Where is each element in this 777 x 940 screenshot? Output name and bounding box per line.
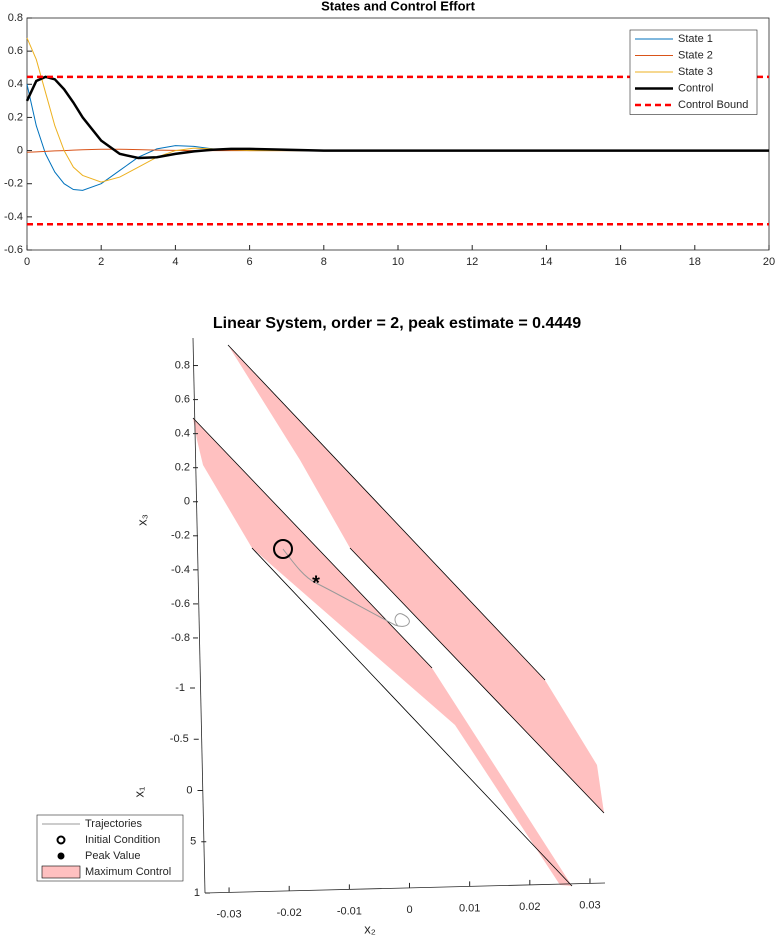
y-tick-label: 0.6: [175, 393, 190, 405]
chart-title: States and Control Effort: [321, 0, 476, 13]
x-tick-label: 20: [763, 256, 775, 268]
y-tick-label: -0.6: [4, 244, 23, 256]
top-chart: States and Control Effort 0 2 4 6 8 10 12 14 16 18…: [4, 0, 775, 268]
y-tick-label: 0: [184, 496, 190, 508]
x-tick-label: 0.01: [459, 902, 480, 914]
legend-label: Initial Condition: [85, 834, 160, 846]
x-tick-label: 0.03: [579, 899, 600, 911]
z-tick-label: -0.5: [170, 733, 189, 745]
region-edge: [349, 547, 605, 814]
trajectory: [282, 548, 410, 627]
legend-label: Maximum Control: [85, 866, 171, 878]
legend-label: Control Bound: [678, 99, 748, 111]
legend-label: State 2: [678, 49, 713, 61]
y-tick-label: 0.6: [8, 45, 23, 57]
legend-swatch: [41, 865, 81, 879]
legend-swatch: [56, 835, 66, 845]
y-tick-label: -0.6: [171, 598, 190, 610]
legend-label: Control: [678, 82, 713, 94]
x-tick-label: 16: [614, 256, 626, 268]
x-tick-label: 4: [172, 256, 178, 268]
region: [193, 418, 572, 886]
peak-marker: *: [312, 572, 320, 594]
x-tick-label: 18: [689, 256, 701, 268]
region: [228, 345, 604, 813]
x-tick-label: 14: [540, 256, 552, 268]
y-tick-label: 0.8: [8, 12, 23, 24]
y-tick-label: -0.2: [171, 530, 190, 542]
x-tick-label: -0.03: [217, 908, 242, 920]
x-tick-label: 2: [98, 256, 104, 268]
region-edge: [192, 417, 433, 669]
chart-title: Linear System, order = 2, peak estimate …: [213, 315, 581, 332]
y-tick-label: 0.8: [175, 359, 190, 371]
x-axis-label: x₂: [364, 921, 376, 936]
x-tick-label: 10: [392, 256, 404, 268]
x-tick-label: 0: [406, 904, 412, 916]
axis-line: [192, 337, 206, 894]
y-tick-label: 0.2: [8, 111, 23, 123]
z-tick-label: -1: [175, 682, 185, 694]
legend-label: Peak Value: [85, 850, 140, 862]
legend-label: State 1: [678, 33, 713, 45]
x-tick-label: 0: [24, 256, 30, 268]
region-edge: [227, 344, 546, 681]
y-tick-label: -0.4: [171, 564, 190, 576]
y-tick-label: 0.4: [175, 428, 190, 440]
legend-swatch: [57, 852, 65, 860]
initial-condition: [273, 539, 293, 559]
y-axis-label: x₃: [134, 514, 149, 526]
x-tick-label: 0.02: [519, 901, 540, 913]
x-tick-label: -0.01: [337, 905, 362, 917]
z-axis-label: x₁: [131, 786, 146, 798]
y-tick-label: -0.8: [171, 632, 190, 644]
z-tick-label: 5: [190, 836, 196, 848]
y-tick-label: 0: [17, 144, 23, 156]
x-tick-label: -0.02: [277, 907, 302, 919]
x-tick-label: 6: [247, 256, 253, 268]
bottom-chart: * Linear System, order = 2, peak estimat…: [36, 315, 606, 936]
axis-line: [204, 882, 606, 894]
region-edge: [251, 547, 573, 887]
legend-label: State 3: [678, 66, 713, 78]
x-tick-label: 8: [321, 256, 327, 268]
legend-label: Trajectories: [85, 818, 143, 830]
y-tick-label: -0.4: [4, 211, 23, 223]
z-tick-label: 0: [186, 784, 192, 796]
y-tick-label: 0.2: [175, 462, 190, 474]
y-tick-label: 0.4: [8, 78, 23, 90]
z-tick-label: 1: [194, 887, 200, 899]
x-tick-label: 12: [466, 256, 478, 268]
y-tick-label: -0.2: [4, 178, 23, 190]
series-line: [25, 75, 769, 160]
